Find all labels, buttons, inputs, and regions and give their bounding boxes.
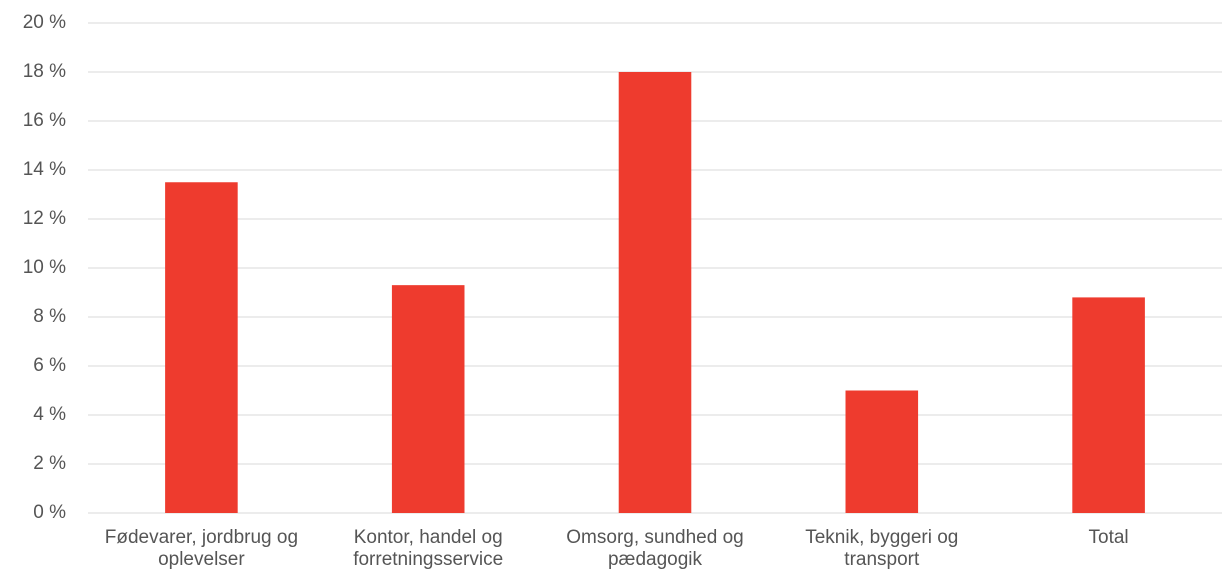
y-tick-label: 16 % [23, 110, 66, 131]
bar [391, 285, 465, 513]
x-tick-label: Omsorg, sundhed og pædagogik [566, 527, 744, 570]
y-tick-label: 12 % [23, 208, 66, 229]
y-tick-label: 8 % [33, 306, 66, 327]
bar [618, 72, 692, 513]
bar [845, 390, 919, 513]
bar [165, 182, 238, 513]
x-tick-label: Total [1088, 527, 1129, 548]
y-tick-label: 2 % [33, 453, 66, 474]
bar [1072, 297, 1145, 513]
y-tick-label: 10 % [23, 257, 66, 278]
y-tick-label: 18 % [23, 61, 66, 82]
y-tick-label: 6 % [33, 355, 66, 376]
y-tick-label: 4 % [33, 404, 66, 425]
y-tick-label: 20 % [23, 12, 66, 33]
x-tick-label: Teknik, byggeri og transport [805, 527, 959, 570]
x-tick-label: Kontor, handel og forretningsservice [353, 527, 504, 570]
y-tick-label: 0 % [33, 502, 66, 523]
x-tick-label: Fødevarer, jordbrug og oplevelser [104, 527, 299, 570]
y-tick-label: 14 % [23, 159, 66, 180]
